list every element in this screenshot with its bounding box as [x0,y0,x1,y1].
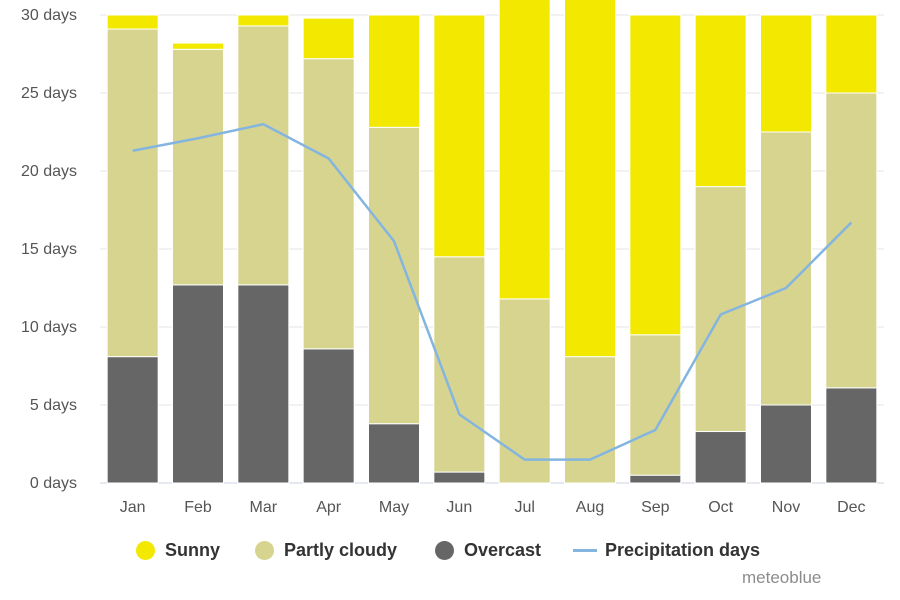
x-tick-label: Nov [772,499,800,516]
y-tick-label: 20 days [21,163,77,180]
bar-partly-cloudy[interactable] [237,25,290,286]
x-tick-label: Jun [446,499,472,516]
y-tick-label: 30 days [21,7,77,24]
bar-sunny[interactable] [694,14,747,188]
x-tick-label: May [379,499,409,516]
x-axis-ticks: Jan Feb Mar Apr May Jun Jul Aug Sep Oct Nov Dec [120,499,866,516]
precipitation-line-group [132,122,853,461]
y-tick-label: 0 days [30,475,77,492]
y-axis-ticks: 0 days 5 days 10 days 15 days 20 days 25 days… [21,7,77,492]
legend-label-overcast: Overcast [464,540,542,560]
legend-item-overcast[interactable]: Overcast [435,540,541,561]
legend-marker-partly-cloudy [255,541,274,560]
legend-item-precipitation-days[interactable]: Precipitation days [573,540,760,561]
legend-marker-overcast [435,541,454,560]
bar-partly-cloudy[interactable] [368,126,420,425]
legend-label-precipitation-days: Precipitation days [605,540,761,560]
x-tick-label: Mar [250,499,278,516]
bar-overcast[interactable] [237,284,290,484]
meteoblue-credit: meteoblue [742,568,822,587]
legend: Sunny Partly cloudy Overcast Precipitati… [0,540,900,570]
bar-sunny[interactable] [564,0,616,358]
bar-sunny[interactable] [760,14,812,133]
bar-overcast[interactable] [302,348,355,484]
bar-sunny[interactable] [629,14,682,336]
legend-item-partly-cloudy[interactable]: Partly cloudy [255,540,397,561]
bar-group [106,0,878,484]
precipitation-days-line[interactable] [132,122,853,461]
legend-label-sunny: Sunny [165,540,221,560]
bar-sunny[interactable] [172,42,224,50]
x-tick-label: Dec [837,499,865,516]
bar-sunny[interactable] [302,17,355,60]
bar-overcast[interactable] [629,474,682,484]
bar-overcast[interactable] [694,431,747,484]
legend-marker-sunny [136,541,155,560]
bar-overcast[interactable] [106,356,159,484]
y-tick-label: 15 days [21,241,77,258]
bar-partly-cloudy[interactable] [760,131,812,406]
x-tick-label: Aug [576,499,604,516]
bar-partly-cloudy[interactable] [433,256,486,473]
x-tick-label: Apr [316,499,342,516]
bar-partly-cloudy[interactable] [106,28,159,358]
bar-partly-cloudy[interactable] [564,356,616,484]
y-tick-label: 10 days [21,319,77,336]
bar-overcast[interactable] [760,404,812,484]
bar-overcast[interactable] [368,423,420,484]
bar-overcast[interactable] [433,471,486,484]
x-tick-label: Jan [120,499,146,516]
bar-overcast[interactable] [172,284,224,484]
bar-partly-cloudy[interactable] [498,298,551,484]
legend-marker-precipitation-days [573,549,597,552]
bar-partly-cloudy[interactable] [302,58,355,350]
bar-sunny[interactable] [368,14,420,128]
bar-sunny[interactable] [498,0,551,300]
bar-sunny[interactable] [106,14,159,30]
legend-item-sunny[interactable]: Sunny [136,540,220,561]
legend-label-partly-cloudy: Partly cloudy [284,540,398,560]
y-tick-label: 5 days [30,397,77,414]
y-tick-label: 25 days [21,85,77,102]
bar-overcast[interactable] [825,387,878,484]
bar-sunny[interactable] [825,14,878,94]
bar-partly-cloudy[interactable] [629,334,682,476]
bar-sunny[interactable] [237,14,290,27]
bar-partly-cloudy[interactable] [172,48,224,286]
grid-lines [100,14,884,484]
x-tick-label: Jul [514,499,534,516]
bar-sunny[interactable] [433,14,486,258]
x-tick-label: Oct [708,499,733,516]
bar-partly-cloudy[interactable] [694,186,747,433]
x-tick-label: Sep [641,499,670,516]
x-tick-label: Feb [184,499,212,516]
